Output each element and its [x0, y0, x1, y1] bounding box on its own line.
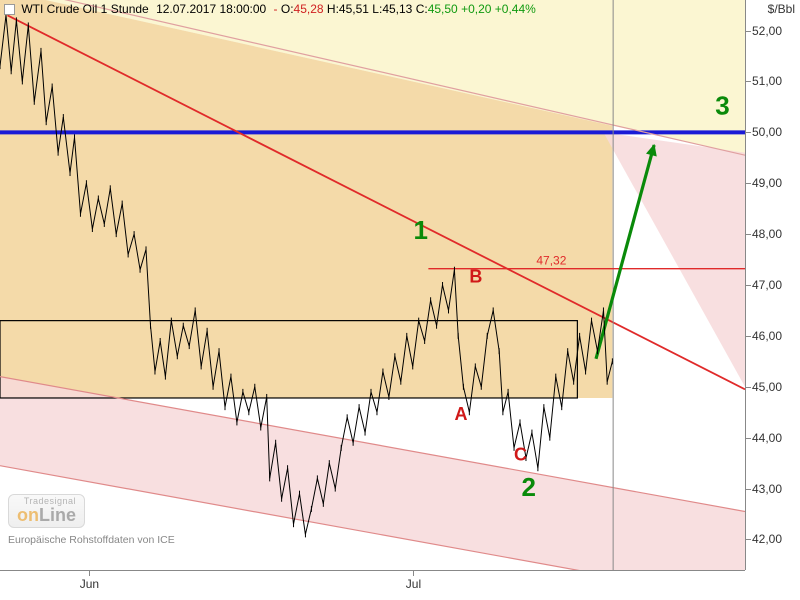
header-timestamp: 12.07.2017 18:00:00: [156, 2, 266, 16]
y-axis: $/Bbl 42,00 43,00 44,00 45,00 46,00 47,00 48,0…: [745, 0, 800, 570]
header-dash: -: [274, 2, 281, 16]
y-tick-label: 42,00: [752, 532, 782, 546]
change-abs: +0,20: [461, 2, 491, 16]
y-tick-label: 44,00: [752, 431, 782, 445]
low-value: 45,13: [382, 2, 412, 16]
svg-text:2: 2: [522, 472, 536, 502]
data-source-footnote: Europäische Rohstoffdaten von ICE: [8, 534, 175, 546]
plot-area[interactable]: 47,32 1 2 3 A B C WTI Crude Oil 1 Stunde 12.07…: [0, 0, 745, 570]
y-tick-label: 46,00: [752, 329, 782, 343]
x-axis: Jun Jul: [0, 570, 745, 600]
watermark-logo: Tradesignal onLine: [8, 494, 85, 528]
open-label: O:: [281, 2, 294, 16]
y-axis-title: $/Bbl: [768, 2, 795, 16]
y-tick-label: 52,00: [752, 24, 782, 38]
y-tick-label: 50,00: [752, 125, 782, 139]
y-tick-label: 51,00: [752, 74, 782, 88]
svg-text:47,32: 47,32: [536, 254, 566, 268]
high-value: 45,51: [339, 2, 369, 16]
y-tick-label: 45,00: [752, 380, 782, 394]
close-value: 45,50: [428, 2, 458, 16]
header-bar: WTI Crude Oil 1 Stunde 12.07.2017 18:00:…: [4, 2, 536, 16]
symbol-name: WTI Crude Oil 1 Stunde: [21, 2, 148, 16]
high-label: H:: [327, 2, 339, 16]
chart-container: 47,32 1 2 3 A B C WTI Crude Oil 1 Stunde 12.07…: [0, 0, 800, 600]
close-label: C:: [416, 2, 428, 16]
series-color-swatch: [4, 4, 15, 15]
change-pct: +0,44%: [495, 2, 536, 16]
svg-text:C: C: [514, 445, 527, 465]
chart-svg: 47,32 1 2 3 A B C: [0, 0, 745, 570]
watermark-main-left: on: [17, 505, 39, 525]
low-label: L:: [372, 2, 382, 16]
x-tick-label: Jul: [406, 577, 421, 591]
open-value: 45,28: [294, 2, 324, 16]
svg-text:3: 3: [715, 91, 729, 121]
y-tick-label: 49,00: [752, 176, 782, 190]
y-tick-label: 47,00: [752, 278, 782, 292]
y-tick-label: 43,00: [752, 482, 782, 496]
svg-text:1: 1: [413, 215, 427, 245]
x-tick-label: Jun: [80, 577, 99, 591]
y-tick-label: 48,00: [752, 227, 782, 241]
svg-text:B: B: [469, 266, 482, 286]
watermark-main-right: Line: [39, 505, 76, 525]
svg-text:A: A: [454, 404, 467, 424]
